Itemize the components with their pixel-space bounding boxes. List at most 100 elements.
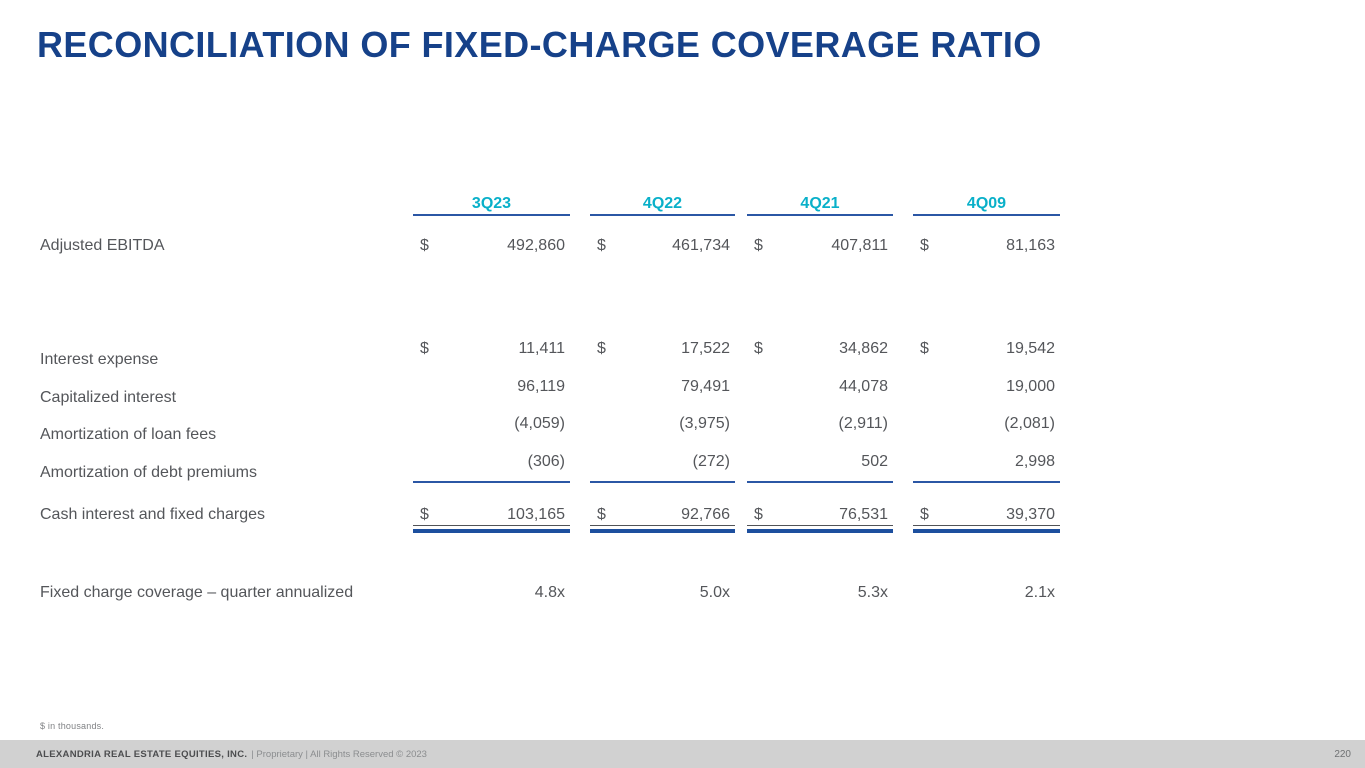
table-cell: $81,163 bbox=[913, 234, 1060, 258]
cell-value: 81,163 bbox=[1006, 237, 1055, 254]
table-cell: (2,081) bbox=[913, 412, 1060, 436]
table-cell: 79,491 bbox=[590, 375, 735, 399]
table-row-fixed-charge-coverage: Fixed charge coverage – quarter annualiz… bbox=[0, 581, 1365, 605]
footer-company-name: ALEXANDRIA REAL ESTATE EQUITIES, INC. bbox=[36, 748, 248, 760]
cell-value: 39,370 bbox=[1006, 506, 1055, 523]
row-label: Cash interest and fixed charges bbox=[40, 506, 266, 523]
table-cell: $11,411 bbox=[413, 337, 570, 361]
currency-symbol: $ bbox=[597, 506, 606, 523]
slide-footer-bar: ALEXANDRIA REAL ESTATE EQUITIES, INC. | … bbox=[0, 740, 1365, 768]
table-cell: (4,059) bbox=[413, 412, 570, 436]
cell-value: 2.1x bbox=[1024, 584, 1055, 601]
table-cell: $492,860 bbox=[413, 234, 570, 258]
cell-value: (272) bbox=[692, 453, 730, 470]
total-rule bbox=[747, 529, 893, 533]
table-cell: 502 bbox=[747, 450, 893, 474]
currency-symbol: $ bbox=[754, 340, 763, 357]
cell-value: 76,531 bbox=[839, 506, 888, 523]
table-cell: 2,998 bbox=[913, 450, 1060, 474]
footer-rights-text: | Proprietary | All Rights Reserved © 20… bbox=[251, 748, 427, 760]
cell-value: 19,000 bbox=[1006, 378, 1055, 395]
row-label: Amortization of loan fees bbox=[40, 426, 217, 443]
currency-symbol: $ bbox=[920, 506, 929, 523]
cell-value: (4,059) bbox=[514, 415, 565, 432]
currency-symbol: $ bbox=[420, 237, 429, 254]
table-cell: $407,811 bbox=[747, 234, 893, 258]
table-cell: 96,119 bbox=[413, 375, 570, 399]
row-label: Interest expense bbox=[40, 351, 159, 368]
table-row-capitalized-interest: Capitalized interest 96,119 79,491 44,07… bbox=[0, 375, 1365, 406]
table-cell-total: $39,370 bbox=[913, 503, 1060, 526]
currency-symbol: $ bbox=[920, 340, 929, 357]
cell-value: 44,078 bbox=[839, 378, 888, 395]
column-header-4q21: 4Q21 bbox=[747, 194, 893, 216]
cell-value: 17,522 bbox=[681, 340, 730, 357]
cell-value: 11,411 bbox=[518, 340, 565, 357]
table-cell: (2,911) bbox=[747, 412, 893, 436]
currency-symbol: $ bbox=[420, 506, 429, 523]
subtotal-rule bbox=[913, 481, 1060, 483]
table-cell: (272) bbox=[590, 450, 735, 474]
page-number: 220 bbox=[1334, 748, 1351, 760]
cell-value: 461,734 bbox=[672, 237, 730, 254]
table-row-amortization-debt-premiums: Amortization of debt premiums (306) (272… bbox=[0, 450, 1365, 481]
table-cell: 2.1x bbox=[913, 581, 1060, 605]
subtotal-rule bbox=[747, 481, 893, 483]
currency-symbol: $ bbox=[597, 340, 606, 357]
cell-value: 502 bbox=[861, 453, 888, 470]
currency-symbol: $ bbox=[754, 506, 763, 523]
table-row-adjusted-ebitda: Adjusted EBITDA $492,860 $461,734 $407,8… bbox=[0, 234, 1365, 258]
row-label: Capitalized interest bbox=[40, 389, 177, 406]
table-cell-total: $103,165 bbox=[413, 503, 570, 526]
total-rule bbox=[413, 529, 570, 533]
table-cell: (306) bbox=[413, 450, 570, 474]
page-title: RECONCILIATION OF FIXED-CHARGE COVERAGE … bbox=[37, 24, 1042, 65]
table-row-interest-expense: Interest expense $11,411 $17,522 $34,862… bbox=[0, 337, 1365, 368]
column-header-3q23: 3Q23 bbox=[413, 194, 570, 216]
cell-value: 34,862 bbox=[839, 340, 888, 357]
units-footnote: $ in thousands. bbox=[40, 721, 105, 731]
table-cell: 5.3x bbox=[747, 581, 893, 605]
table-cell: 5.0x bbox=[590, 581, 735, 605]
subtotal-rule bbox=[590, 481, 735, 483]
cell-value: 2,998 bbox=[1014, 453, 1055, 470]
cell-value: (2,081) bbox=[1004, 415, 1055, 432]
cell-value: 92,766 bbox=[681, 506, 730, 523]
subtotal-rule bbox=[413, 481, 570, 483]
table-cell: $17,522 bbox=[590, 337, 735, 361]
cell-value: 492,860 bbox=[507, 237, 565, 254]
cell-value: 96,119 bbox=[517, 378, 565, 395]
column-header-4q09: 4Q09 bbox=[913, 194, 1060, 216]
cell-value: 4.8x bbox=[534, 584, 565, 601]
column-header-4q22: 4Q22 bbox=[590, 194, 735, 216]
table-cell: 19,000 bbox=[913, 375, 1060, 399]
cell-value: 407,811 bbox=[831, 237, 888, 254]
total-rule bbox=[913, 529, 1060, 533]
currency-symbol: $ bbox=[754, 237, 763, 254]
table-cell: 4.8x bbox=[413, 581, 570, 605]
table-cell-total: $92,766 bbox=[590, 503, 735, 526]
cell-value: 79,491 bbox=[681, 378, 730, 395]
table-cell: $34,862 bbox=[747, 337, 893, 361]
row-label: Amortization of debt premiums bbox=[40, 464, 257, 481]
table-cell-total: $76,531 bbox=[747, 503, 893, 526]
table-cell: $461,734 bbox=[590, 234, 735, 258]
cell-value: (306) bbox=[527, 453, 565, 470]
table-cell: $19,542 bbox=[913, 337, 1060, 361]
cell-value: 5.3x bbox=[857, 584, 888, 601]
total-rule bbox=[590, 529, 735, 533]
currency-symbol: $ bbox=[420, 340, 429, 357]
table-row-amortization-loan-fees: Amortization of loan fees (4,059) (3,975… bbox=[0, 412, 1365, 443]
currency-symbol: $ bbox=[920, 237, 929, 254]
table-row-cash-interest-fixed-charges: Cash interest and fixed charges $103,165… bbox=[0, 503, 1365, 527]
currency-symbol: $ bbox=[597, 237, 606, 254]
table-cell: (3,975) bbox=[590, 412, 735, 436]
cell-value: (3,975) bbox=[679, 415, 730, 432]
row-label: Adjusted EBITDA bbox=[40, 237, 165, 254]
table-cell: 44,078 bbox=[747, 375, 893, 399]
row-label: Fixed charge coverage – quarter annualiz… bbox=[40, 584, 354, 601]
cell-value: (2,911) bbox=[838, 415, 888, 432]
cell-value: 5.0x bbox=[699, 584, 730, 601]
cell-value: 19,542 bbox=[1006, 340, 1055, 357]
